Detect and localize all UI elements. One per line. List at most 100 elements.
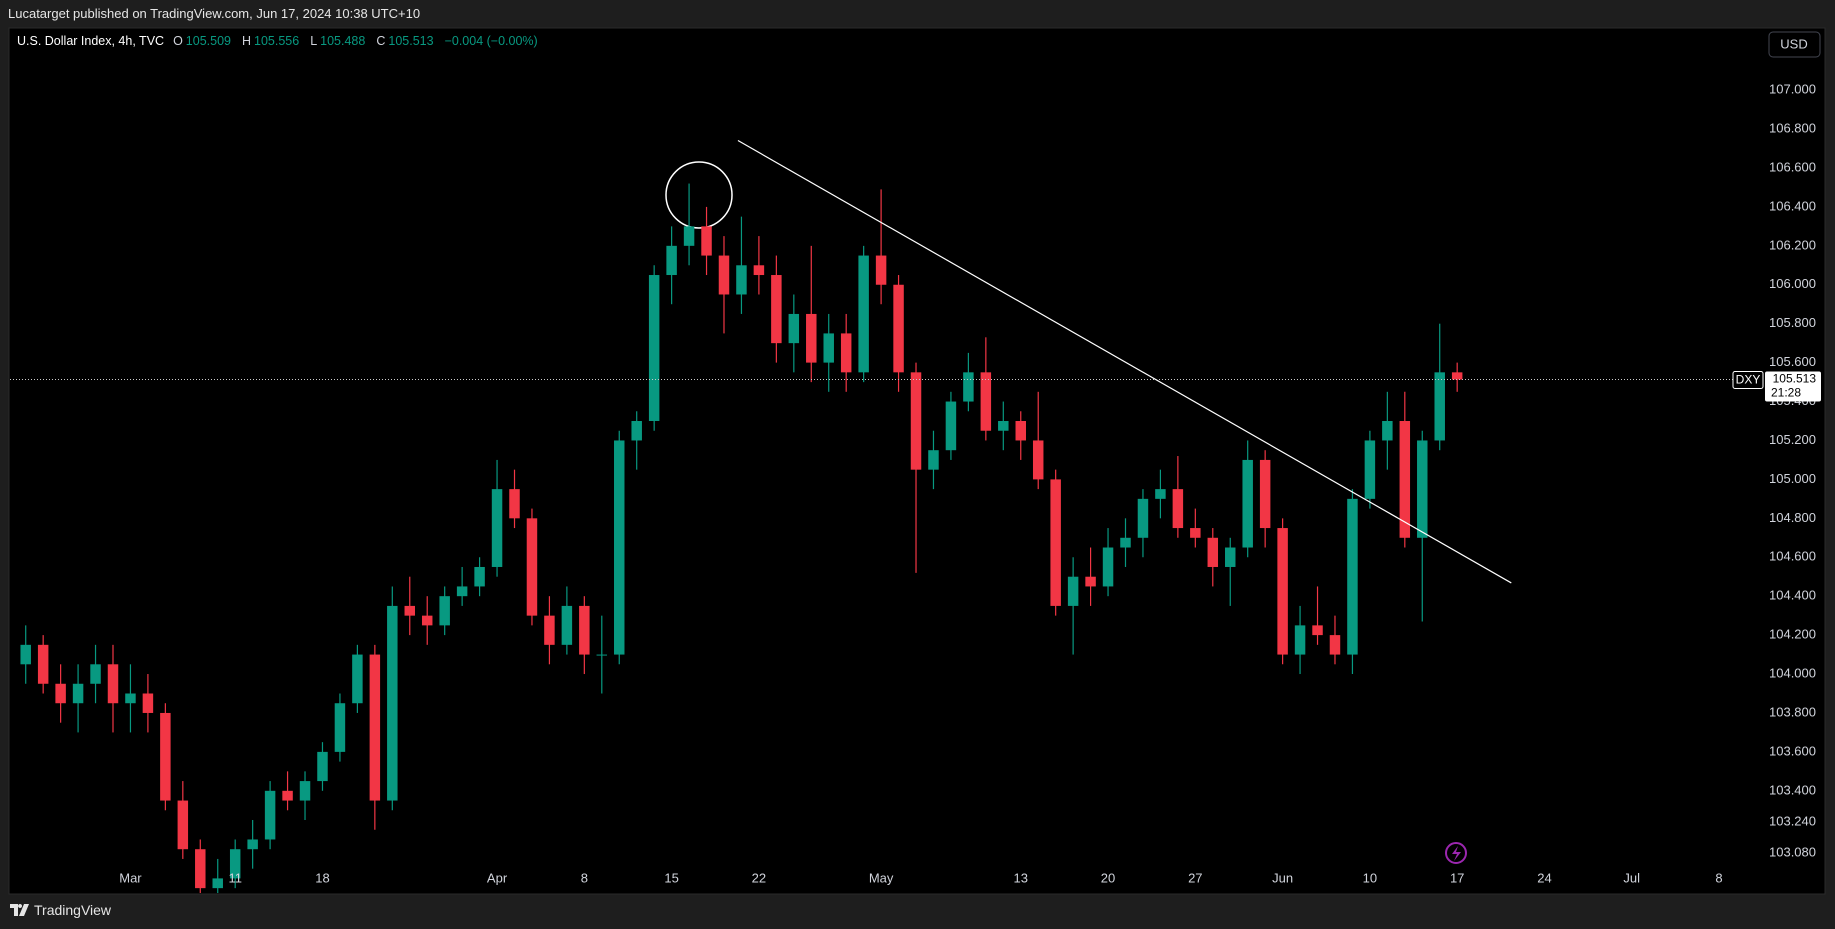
l-label: L [310,34,318,48]
candle-body [945,401,957,451]
candle-body [334,703,346,752]
candle-body [718,255,730,295]
candle-body [387,605,398,801]
candle-body [195,849,206,889]
o-label: O [173,34,183,48]
candle-body [1067,576,1079,606]
legend: U.S. Dollar Index, 4h, TVC O 105.509 H 105… [17,34,546,48]
symbol-tag-label: DXY [1736,373,1761,387]
x-tick-label: 18 [315,870,329,885]
x-tick-label: 27 [1188,870,1202,885]
candle-body [666,245,677,276]
y-tick-label: 106.600 [1769,159,1816,174]
candle-body [840,333,852,373]
candle-body [1382,421,1393,441]
y-tick-label: 106.800 [1769,120,1816,135]
candle-body [806,313,817,363]
candle-body [1155,489,1166,499]
x-tick-label: 13 [1014,870,1028,885]
x-tick-label: Apr [487,870,508,885]
candle-body [1207,537,1219,567]
candle-body [369,654,381,801]
y-tick-label: 105.600 [1769,354,1816,369]
candle-body [596,654,608,656]
candle-body [788,313,800,344]
candle-body [1172,489,1184,529]
high: 105.556 [254,34,300,48]
trendline [737,140,1512,584]
candle-body [229,849,241,879]
candle-body [631,421,642,441]
symbol-tag [1732,371,1764,390]
candle-body [1190,528,1201,538]
x-tick-label: 11 [228,870,242,885]
y-tick-label: 104.200 [1769,627,1816,642]
candle-body [142,693,154,713]
candle-body [72,683,84,704]
candle-body [1050,479,1061,606]
candle-body [299,781,311,801]
candle-body [1347,498,1358,655]
low: 105.488 [320,34,366,48]
candle-body [1434,372,1445,441]
price-tag [1765,371,1821,402]
candle-body [421,615,433,626]
candle-body [579,605,590,655]
candle-body [963,372,974,402]
candle-body [90,664,101,684]
candle-body [1242,459,1253,548]
candle-body [823,333,834,363]
footer: TradingView [10,902,111,918]
y-tick-label: 106.400 [1769,198,1816,213]
candle-body [404,605,416,616]
candle-body [1417,440,1428,538]
candle-body [456,586,468,597]
y-tick-label: 103.400 [1769,782,1816,797]
candle-body [474,566,485,587]
h-label: H [241,34,252,48]
candle-body [177,800,189,850]
candle-body [247,839,258,850]
candle-body [352,654,363,704]
y-tick-label: 104.600 [1769,549,1816,564]
change: −0.004 (−0.00%) [444,34,538,48]
candle-body [264,790,276,840]
plot [10,140,1733,893]
candle-body [998,421,1009,431]
candle-body [753,265,765,276]
brand: TradingView [34,902,112,918]
candle-body [648,275,660,422]
alert-bolt [1452,846,1461,861]
candle-body [107,664,119,704]
currency-button[interactable] [1768,31,1821,58]
x-tick-label: 8 [1715,870,1722,885]
candle-body [317,751,328,782]
candle-body [526,518,538,616]
candle-body [1294,625,1306,655]
header: Lucatarget published on TradingView.com,… [8,6,421,21]
y-tick-label: 103.600 [1769,743,1816,758]
candle-body [439,596,450,626]
c-label: C [376,34,386,48]
close: 105.513 [388,34,434,48]
y-tick-label: 103.240 [1769,813,1816,828]
y-tick-label: 103.800 [1769,704,1816,719]
currency-label[interactable]: USD [1780,36,1807,51]
candle-body [561,605,573,645]
candle-body [55,683,66,704]
price-tag-countdown: 21:28 [1771,386,1801,400]
candle-body [858,255,869,373]
candle-body [1451,372,1463,380]
candle-body [1329,635,1341,655]
candle-body [980,372,992,431]
y-tick-label: 104.800 [1769,510,1816,525]
candle-body [509,489,520,519]
candle-body [544,615,555,645]
candle-body [212,878,223,889]
alert-icon[interactable] [1445,842,1467,864]
candle-body [683,226,695,246]
candle-body [37,644,49,684]
candle-body [910,372,922,470]
